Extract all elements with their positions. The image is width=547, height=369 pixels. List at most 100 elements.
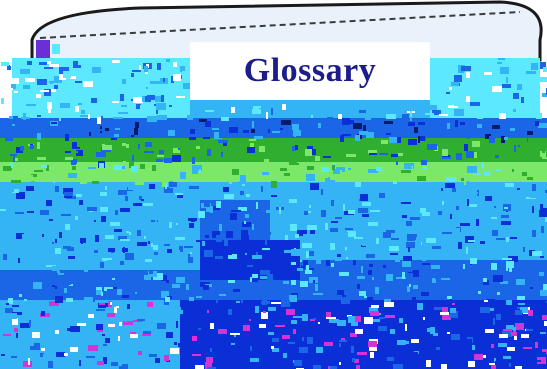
noise-pixel: [242, 184, 245, 186]
noise-pixel: [151, 243, 153, 247]
noise-pixel: [186, 346, 195, 350]
noise-pixel: [53, 181, 55, 183]
noise-pixel: [470, 102, 480, 106]
noise-pixel: [473, 192, 478, 194]
noise-pixel: [283, 209, 291, 214]
noise-pixel: [236, 301, 240, 303]
noise-pixel: [41, 311, 45, 316]
noise-pixel: [46, 200, 52, 206]
noise-pixel: [488, 153, 496, 155]
noise-pixel: [543, 284, 547, 290]
noise-pixel: [442, 307, 448, 312]
bottom-band-left: [0, 300, 180, 369]
noise-pixel: [478, 291, 481, 294]
noise-pixel: [339, 343, 341, 347]
noise-pixel: [25, 165, 30, 170]
noise-pixel: [115, 128, 120, 130]
noise-pixel: [287, 280, 296, 285]
noise-pixel: [286, 309, 295, 315]
noise-pixel: [460, 158, 469, 162]
noise-pixel: [167, 307, 169, 314]
noise-pixel: [210, 206, 213, 213]
noise-pixel: [426, 238, 436, 243]
noise-pixel: [136, 104, 142, 109]
noise-pixel: [500, 67, 509, 74]
noise-pixel: [313, 318, 316, 320]
noise-pixel: [9, 313, 17, 319]
noise-pixel: [230, 333, 240, 335]
noise-pixel: [422, 263, 430, 265]
noise-pixel: [84, 269, 88, 272]
noise-pixel: [164, 244, 170, 246]
noise-pixel: [205, 110, 214, 112]
noise-pixel: [503, 356, 511, 359]
noise-pixel: [48, 204, 58, 206]
noise-pixel: [421, 292, 429, 296]
noise-pixel: [189, 289, 191, 291]
noise-pixel: [498, 175, 506, 182]
noise-pixel: [102, 144, 105, 150]
noise-pixel: [330, 243, 335, 250]
noise-pixel: [443, 214, 450, 220]
noise-pixel: [370, 110, 373, 115]
noise-pixel: [472, 141, 480, 147]
noise-pixel: [63, 246, 71, 249]
noise-pixel: [542, 157, 547, 159]
noise-pixel: [226, 231, 233, 238]
noise-pixel: [169, 105, 172, 107]
noise-pixel: [368, 169, 378, 173]
noise-pixel: [426, 360, 431, 367]
noise-pixel: [75, 81, 82, 83]
noise-pixel: [271, 302, 281, 304]
noise-pixel: [118, 190, 127, 195]
noise-pixel: [540, 62, 546, 69]
noise-pixel: [495, 272, 504, 276]
noise-pixel: [20, 323, 30, 328]
noise-pixel: [188, 218, 197, 221]
noise-pixel: [95, 235, 99, 242]
noise-pixel: [355, 182, 361, 187]
noise-pixel: [216, 300, 218, 303]
noise-pixel: [188, 254, 190, 258]
noise-pixel: [348, 168, 351, 170]
noise-pixel: [255, 306, 259, 313]
noise-pixel: [37, 79, 47, 85]
noise-pixel: [105, 235, 114, 239]
noise-pixel: [175, 237, 185, 240]
noise-pixel: [381, 140, 388, 144]
noise-pixel: [154, 252, 158, 255]
noise-pixel: [46, 61, 51, 64]
noise-pixel: [523, 247, 525, 252]
noise-pixel: [252, 255, 262, 259]
noise-pixel: [489, 136, 495, 143]
noise-pixel: [396, 161, 398, 165]
noise-pixel: [302, 243, 312, 248]
noise-pixel: [511, 332, 517, 336]
noise-pixel: [454, 244, 456, 249]
noise-pixel: [330, 174, 340, 180]
noise-pixel: [306, 251, 309, 258]
noise-pixel: [472, 345, 475, 350]
noise-pixel: [134, 128, 138, 135]
noise-pixel: [207, 310, 209, 313]
noise-pixel: [417, 314, 420, 319]
noise-pixel: [315, 284, 318, 291]
noise-pixel: [103, 123, 105, 127]
noise-pixel: [76, 164, 84, 170]
noise-pixel: [74, 315, 77, 318]
noise-pixel: [450, 299, 452, 302]
noise-pixel: [440, 312, 449, 315]
noise-pixel: [12, 189, 19, 193]
noise-pixel: [476, 219, 479, 226]
noise-pixel: [81, 110, 85, 114]
noise-pixel: [37, 115, 41, 117]
noise-pixel: [528, 138, 537, 144]
noise-pixel: [186, 284, 189, 290]
noise-pixel: [271, 346, 274, 349]
noise-pixel: [262, 248, 270, 250]
noise-pixel: [417, 303, 423, 310]
noise-pixel: [271, 108, 273, 115]
noise-pixel: [260, 276, 267, 279]
noise-pixel: [466, 72, 470, 78]
noise-pixel: [468, 361, 475, 367]
